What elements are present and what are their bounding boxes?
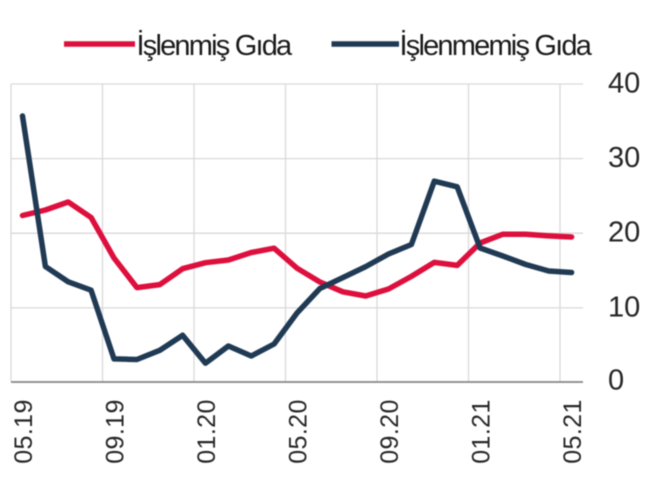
svg-text:05.20: 05.20 — [285, 399, 313, 464]
svg-text:01.20: 01.20 — [193, 399, 221, 464]
svg-text:09.19: 09.19 — [101, 399, 129, 464]
svg-text:30: 30 — [608, 142, 640, 174]
svg-text:10: 10 — [608, 291, 640, 323]
svg-text:05.21: 05.21 — [559, 399, 587, 464]
svg-text:20: 20 — [608, 217, 640, 249]
svg-text:01.21: 01.21 — [468, 399, 496, 464]
svg-text:İşlenmemiş Gıda: İşlenmemiş Gıda — [400, 29, 593, 62]
svg-text:05.19: 05.19 — [10, 399, 38, 464]
svg-text:İşlenmiş Gıda: İşlenmiş Gıda — [137, 29, 294, 62]
svg-text:40: 40 — [608, 67, 640, 99]
svg-text:0: 0 — [608, 365, 624, 397]
svg-text:09.20: 09.20 — [376, 399, 404, 464]
